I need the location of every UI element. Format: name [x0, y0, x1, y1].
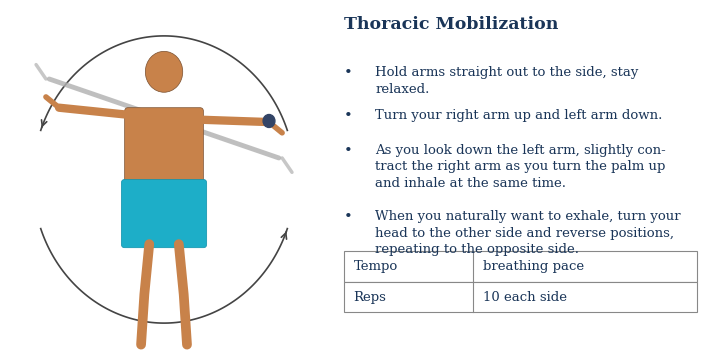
Text: •: •	[344, 109, 353, 123]
Text: •: •	[344, 144, 353, 158]
Bar	[344, 251, 697, 282]
FancyBboxPatch shape	[121, 180, 207, 248]
Text: Hold arms straight out to the side, stay
relaxed.: Hold arms straight out to the side, stay…	[375, 66, 639, 96]
Bar	[159, 75, 169, 87]
Text: •: •	[344, 66, 353, 80]
Circle shape	[263, 115, 275, 127]
Text: As you look down the left arm, slightly con-
tract the right arm as you turn the: As you look down the left arm, slightly …	[375, 144, 666, 190]
Text: Tempo: Tempo	[353, 260, 398, 273]
Bar	[344, 282, 697, 312]
Text: When you naturally want to exhale, turn your
head to the other side and reverse : When you naturally want to exhale, turn …	[375, 210, 681, 256]
Text: breathing pace: breathing pace	[483, 260, 585, 273]
Text: 10 each side: 10 each side	[483, 290, 567, 304]
Text: Thoracic Mobilization: Thoracic Mobilization	[344, 16, 558, 33]
Text: Reps: Reps	[353, 290, 386, 304]
FancyBboxPatch shape	[125, 108, 203, 194]
Text: Turn your right arm up and left arm down.: Turn your right arm up and left arm down…	[375, 109, 663, 122]
Text: •: •	[344, 210, 353, 224]
Circle shape	[146, 51, 182, 92]
